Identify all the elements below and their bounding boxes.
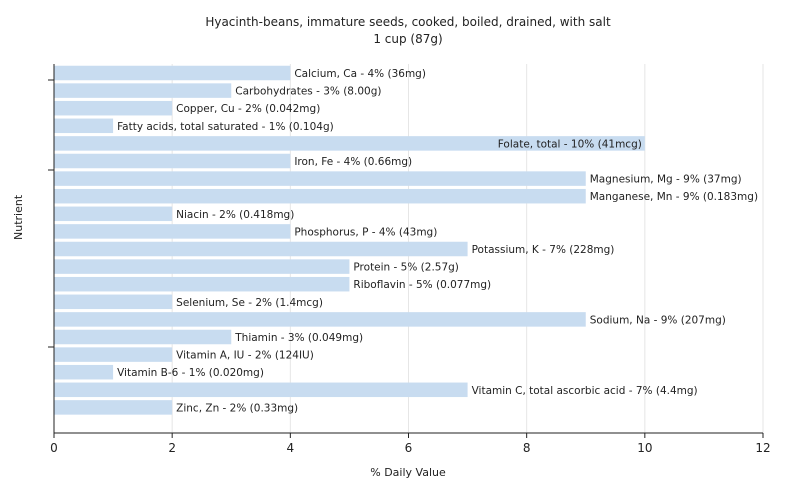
bar-value-label: Fatty acids, total saturated - 1% (0.104… [117,121,334,133]
x-tick-label: 6 [405,441,413,455]
bar-value-label: Calcium, Ca - 4% (36mg) [294,68,426,80]
bar-value-label: Niacin - 2% (0.418mg) [176,209,294,221]
bar [54,188,586,204]
bar-value-label: Carbohydrates - 3% (8.00g) [235,86,381,98]
bar [54,224,291,239]
x-axis-label: % Daily Value [370,466,446,479]
bar [54,206,173,222]
bar [54,153,291,169]
bar-value-label: Vitamin A, IU - 2% (124IU) [176,350,314,362]
bar-value-label: Zinc, Zn - 2% (0.33mg) [176,402,298,414]
x-tick-label: 4 [287,441,295,455]
bar-value-label: Thiamin - 3% (0.049mg) [234,332,363,344]
bar-value-label: Vitamin C, total ascorbic acid - 7% (4.4… [472,385,698,397]
bar-value-label: Manganese, Mn - 9% (0.183mg) [590,191,758,203]
bar-value-label: Vitamin B-6 - 1% (0.020mg) [117,367,264,379]
bar-value-label: Phosphorus, P - 4% (43mg) [294,226,437,238]
y-axis-label: Nutrient [12,194,25,240]
bar [54,171,586,186]
bar [54,83,232,98]
bar-value-label: Folate, total - 10% (41mcg) [498,138,642,150]
bar [54,118,114,134]
bar-value-label: Magnesium, Mg - 9% (37mg) [590,174,742,186]
bar [54,347,173,362]
x-tick-label: 2 [168,441,176,455]
bar-value-label: Riboflavin - 5% (0.077mg) [353,279,491,291]
bar [54,276,350,292]
bar-value-label: Selenium, Se - 2% (1.4mcg) [176,297,323,309]
bar-value-label: Protein - 5% (2.57g) [353,262,459,274]
bar [54,364,114,380]
bar-value-label: Sodium, Na - 9% (207mg) [590,314,726,326]
bar [54,259,350,274]
x-tick-label: 0 [50,441,58,455]
bar-value-label: Iron, Fe - 4% (0.66mg) [294,156,412,168]
chart-title: Hyacinth-beans, immature seeds, cooked, … [205,15,611,29]
bar [54,329,232,345]
bar [54,241,468,257]
bar [54,294,173,310]
x-tick-label: 10 [637,441,652,455]
bar [54,382,468,398]
x-tick-label: 12 [755,441,770,455]
bar-value-label: Potassium, K - 7% (228mg) [472,244,615,256]
bar [54,65,291,81]
bar [54,136,645,151]
bar [54,100,173,116]
bar [54,312,586,327]
bar-value-label: Copper, Cu - 2% (0.042mg) [176,103,320,115]
x-tick-label: 8 [523,441,531,455]
bar [54,400,173,415]
chart-subtitle: 1 cup (87g) [373,32,443,46]
